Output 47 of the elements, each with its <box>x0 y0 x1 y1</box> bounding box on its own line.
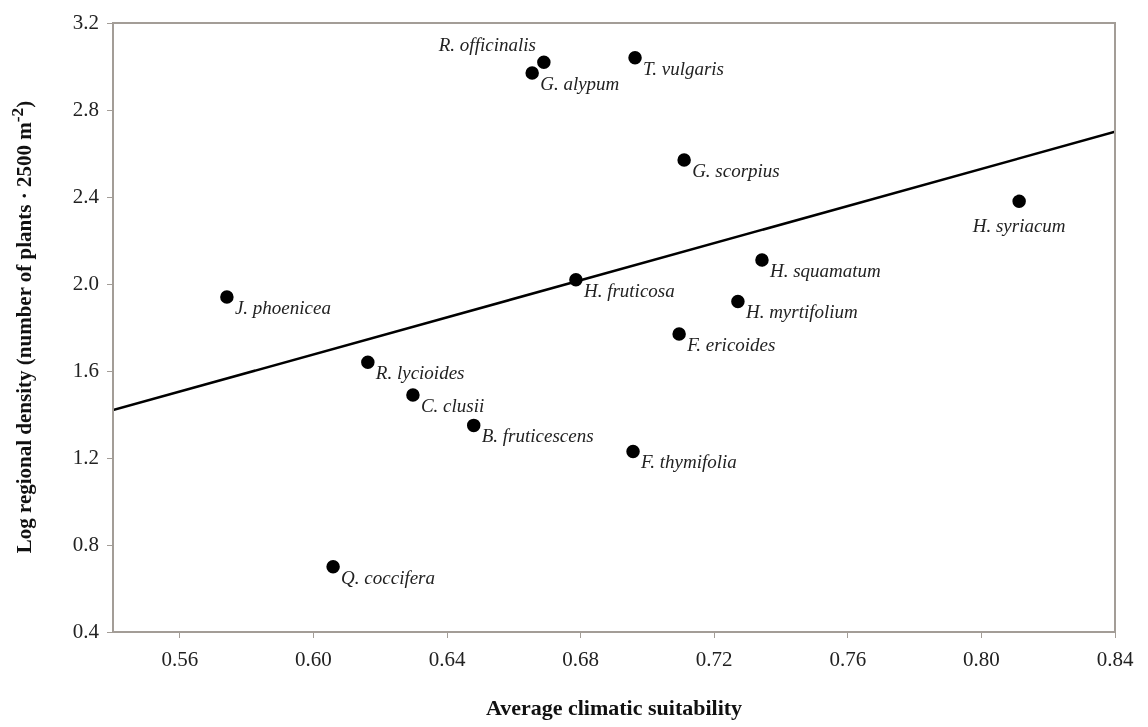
point <box>731 294 745 309</box>
point <box>406 388 420 402</box>
y-tick-label: 2.4 <box>72 183 100 208</box>
x-tick-label: 0.84 <box>1096 647 1134 672</box>
annotation: H. fruticosa <box>582 279 675 301</box>
y-tick-label: 0.8 <box>72 531 99 556</box>
annotation: T. vulgaris <box>643 57 724 79</box>
x-tick-label: 0.56 <box>161 647 199 672</box>
point <box>569 272 583 287</box>
annotation: F. thymifolia <box>640 451 737 473</box>
annotation: H. syriacum <box>971 215 1066 237</box>
point <box>755 253 769 267</box>
annotation: B. fruticescens <box>481 425 594 447</box>
x-tick-label: 0.64 <box>428 647 466 672</box>
annotation: R. lycioides <box>374 362 465 384</box>
y-tick-label: 3.2 <box>72 9 99 34</box>
annotation: Q. coccifera <box>341 566 436 588</box>
y-tick-label: 0.4 <box>72 618 100 643</box>
annotation: H. squamatum <box>768 260 881 282</box>
y-tick-label: 1.6 <box>72 357 99 382</box>
annotation: G. alypum <box>540 73 620 95</box>
y-tick-label: 2.8 <box>72 96 99 121</box>
y-tick-label: 1.2 <box>72 444 99 469</box>
x-axis-title: Average climatic suitability <box>485 695 743 721</box>
point <box>628 51 642 65</box>
annotation: G. scorpius <box>692 160 780 182</box>
point <box>672 327 686 341</box>
point <box>677 153 691 167</box>
y-tick-label: 2.0 <box>72 270 99 295</box>
point <box>220 290 234 304</box>
annotation: H. myrtifolium <box>744 301 858 323</box>
point <box>326 560 340 574</box>
point <box>537 55 551 69</box>
point <box>525 66 539 80</box>
x-tick-label: 0.72 <box>695 647 733 672</box>
annotation: R. officinalis <box>437 34 536 56</box>
annotation: F. ericoides <box>686 334 776 356</box>
x-tick-label: 0.76 <box>829 647 867 672</box>
point <box>626 444 640 459</box>
annotation: J. phoenicea <box>234 297 331 319</box>
point <box>1012 194 1026 209</box>
x-tick-label: 0.60 <box>295 647 332 672</box>
x-tick-label: 0.80 <box>963 647 1000 672</box>
point <box>361 355 375 370</box>
annotation: C. clusii <box>420 394 485 416</box>
x-tick-label: 0.68 <box>562 647 599 672</box>
point <box>466 418 481 433</box>
